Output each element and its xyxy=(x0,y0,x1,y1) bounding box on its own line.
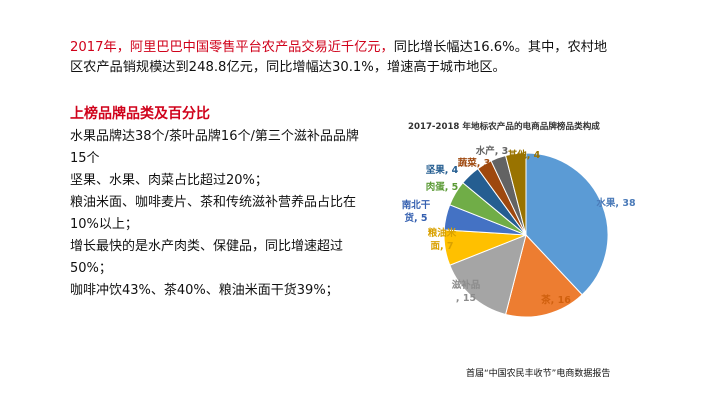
pie-slice-label: 肉蛋, 5 xyxy=(426,181,459,193)
pie-slice-label: 蔬菜, 3 xyxy=(458,157,491,169)
footer-source: 首届“中国农民丰收节”电商数据报告 xyxy=(466,369,611,379)
pie-slice-label: 水果, 38 xyxy=(596,197,636,209)
headline-highlight: 2017年，阿里巴巴中国零售平台农产品交易近千亿元， xyxy=(70,40,394,55)
headline: 2017年，阿里巴巴中国零售平台农产品交易近千亿元，同比增长幅达16.6%。其中… xyxy=(70,38,670,78)
pie-slices xyxy=(443,152,609,318)
bullet-item: 咖啡冲饮43%、茶40%、粮油米面干货39%； xyxy=(70,283,339,298)
pie-slice xyxy=(504,152,527,236)
headline-line2: 区农产品销规模达到248.8亿元，同比增幅达30.1%，增速高于城市地区。 xyxy=(70,60,506,75)
bullet-item: 坚果、水果、肉菜占比超过20%； xyxy=(70,173,268,188)
pie-slice-label: 南北干货, 5 xyxy=(402,199,431,224)
section-title: 上榜品牌品类及百分比 xyxy=(70,106,210,122)
headline-line1-rest: 同比增长幅达16.6%。其中，农村地 xyxy=(393,40,608,55)
pie-slice-label: 粮油米面, 7 xyxy=(428,227,457,252)
bullet-item: 增长最快的是水产肉类、保健品，同比增速超过50%； xyxy=(70,239,344,276)
pie-slice-label: 坚果, 4 xyxy=(426,164,459,176)
pie-labels: 水果, 38 茶, 16 滋补品, 15 粮油米面, 7 南北干货, 5 肉蛋, 5 坚果,… xyxy=(402,145,636,306)
pie-slice xyxy=(449,234,527,316)
bullet-item: 水果品牌达38个/茶叶品牌16个/第三个滋补品品牌15个 xyxy=(70,129,359,166)
chart-title: 2017-2018 年地标农产品的电商品牌榜品类构成 xyxy=(408,122,600,132)
bullet-list: 水果品牌达38个/茶叶品牌16个/第三个滋补品品牌15个 坚果、水果、肉菜占比超… xyxy=(70,126,370,302)
pie-slice xyxy=(525,152,609,296)
pie-slice-label: 其他, 4 xyxy=(508,149,541,161)
bullet-item: 粮油米面、咖啡麦片、茶和传统滋补营养品占比在10%以上； xyxy=(70,195,357,232)
pie-slice-label: 茶, 16 xyxy=(540,294,571,306)
pie-slice-label: 滋补品, 15 xyxy=(452,279,481,304)
pie-slice xyxy=(504,233,583,318)
pie-slice-label: 水产, 3 xyxy=(476,145,509,157)
